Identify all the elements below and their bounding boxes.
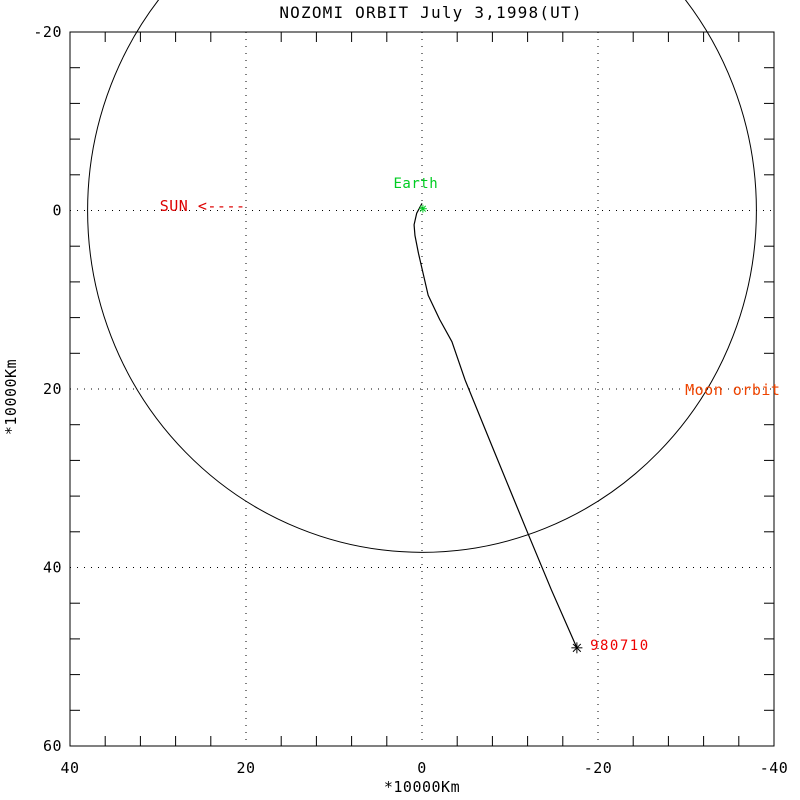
trajectory-path xyxy=(413,203,578,649)
sun-direction-label: SUN <---- xyxy=(160,197,246,215)
x-axis-label: *10000Km xyxy=(384,778,460,796)
x-tick-label-0: 0 xyxy=(417,759,427,777)
chart-title: NOZOMI ORBIT July 3,1998(UT) xyxy=(279,3,582,22)
y-axis-label: *10000Km xyxy=(2,359,20,435)
x-tick-label--40: -40 xyxy=(760,759,789,777)
y-tick-label-40: 40 xyxy=(43,559,62,577)
y-tick-label--20: -20 xyxy=(33,23,62,41)
y-tick-label-60: 60 xyxy=(43,737,62,755)
y-tick-label-0: 0 xyxy=(52,202,62,220)
x-tick-label-20: 20 xyxy=(236,759,255,777)
spacecraft-marker-icon xyxy=(572,643,582,653)
date-label: 980710 xyxy=(590,638,650,654)
y-tick-label-20: 20 xyxy=(43,380,62,398)
earth-marker-icon xyxy=(419,205,427,212)
moon-orbit-label: Moon orbit xyxy=(685,381,780,399)
plot-border xyxy=(69,31,775,747)
moon-orbit-circle xyxy=(87,0,757,553)
x-tick-label-40: 40 xyxy=(60,759,79,777)
earth-label: Earth xyxy=(394,176,439,192)
x-tick-label--20: -20 xyxy=(584,759,613,777)
